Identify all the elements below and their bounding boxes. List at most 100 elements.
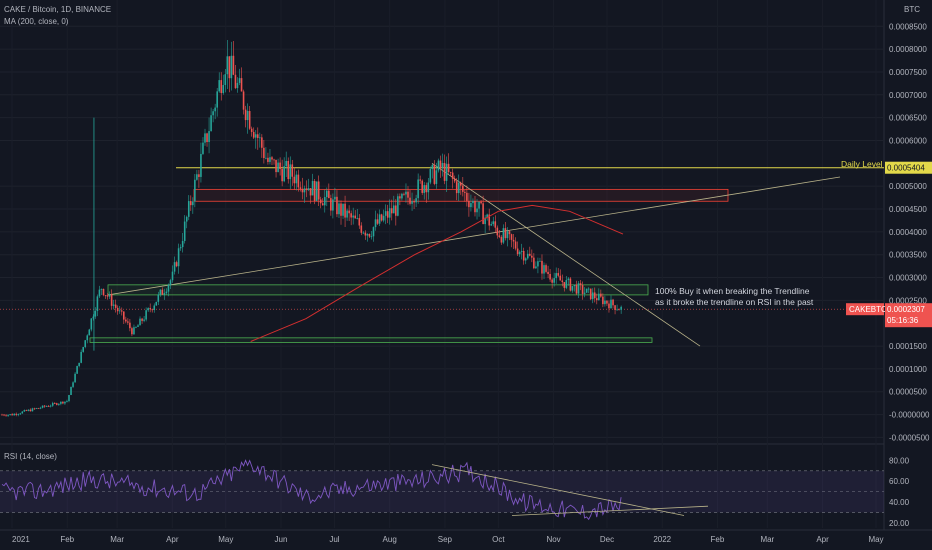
candle-body: [417, 179, 419, 199]
support-zone-lower: [89, 337, 653, 343]
candle-body: [187, 201, 190, 217]
candle-body: [403, 193, 405, 195]
candle-body: [443, 163, 446, 181]
candle-body: [384, 211, 387, 216]
candle-body: [29, 409, 32, 412]
candle-body: [7, 414, 9, 416]
price-tick-label: -0.0000000: [889, 411, 930, 420]
candle-body: [177, 248, 180, 267]
candle-body: [472, 200, 474, 204]
candle-body: [301, 188, 304, 193]
price-tick-label: 0.0005000: [889, 182, 927, 191]
last-price-tag: [885, 303, 932, 328]
time-tick-label: May: [868, 535, 883, 544]
rsi-axis[interactable]: 80.00 60.00 40.00 20.00: [889, 456, 910, 527]
candle-body: [504, 228, 507, 239]
ma-legend[interactable]: MA (200, close, 0): [4, 17, 69, 26]
candle-body: [157, 294, 160, 302]
candle-body: [74, 373, 76, 383]
candle-body: [583, 292, 586, 294]
candle-body: [80, 351, 82, 363]
candle-body: [273, 159, 275, 161]
time-tick-label: Nov: [546, 535, 560, 544]
candle-body: [236, 82, 239, 89]
candle-body: [488, 214, 490, 226]
candle-body: [183, 221, 186, 241]
candle-body: [476, 208, 478, 213]
candle-body: [587, 288, 590, 290]
candle-body: [409, 197, 411, 204]
candle-body: [547, 271, 549, 275]
candle-body: [161, 289, 164, 295]
candle-body: [415, 198, 417, 203]
last-price-value: 0.0002307: [887, 305, 925, 314]
candle-body: [510, 234, 513, 240]
candle-body: [60, 401, 62, 404]
candle-body: [405, 191, 407, 195]
price-tick-label: 0.0004000: [889, 228, 927, 237]
price-tick-label: 0.0006000: [889, 136, 927, 145]
candle-body: [319, 199, 322, 204]
candle-body: [200, 153, 202, 177]
candle-body: [390, 208, 393, 214]
drawing-objects: [0, 162, 884, 347]
price-axis[interactable]: 0.0008500 0.0008000 0.0007500 0.0007000 0.00…: [889, 22, 930, 442]
rsi-tick-label: 60.00: [889, 477, 910, 486]
candle-body: [433, 164, 436, 184]
candle-body: [342, 203, 344, 216]
candle-body: [411, 201, 413, 204]
candle-body: [496, 227, 499, 236]
candle-body: [303, 188, 306, 193]
candle-body: [271, 157, 273, 160]
candle-body: [226, 56, 229, 75]
candle-body: [317, 181, 320, 200]
candle-body: [305, 188, 308, 191]
candle-body: [397, 196, 399, 216]
price-tick-label: 0.0007000: [889, 91, 927, 100]
candle-body: [559, 275, 562, 281]
candle-body: [204, 133, 206, 143]
candle-body: [610, 299, 612, 309]
candle-body: [358, 218, 361, 226]
candle-body: [569, 278, 572, 291]
candle-body: [508, 231, 511, 235]
candle-body: [194, 179, 196, 202]
candle-body: [595, 298, 598, 301]
candle-body: [224, 74, 227, 86]
candle-body: [120, 310, 123, 312]
candle-body: [218, 80, 221, 92]
candle-body: [401, 193, 403, 199]
candle-body: [466, 192, 468, 201]
candle-body: [238, 78, 241, 83]
candle-body: [328, 190, 330, 199]
time-tick-label: May: [218, 535, 233, 544]
time-axis[interactable]: 2021 Feb Mar Apr May Jun Jul Aug Sep Oct Nov Dec 202…: [12, 535, 884, 544]
candle-body: [577, 283, 580, 294]
symbol-legend[interactable]: CAKE / Bitcoin, 1D, BINANCE: [4, 5, 112, 14]
rsi-line: [1, 459, 622, 521]
annotation: 100% Buy it when breaking the Trendline …: [655, 159, 883, 307]
candle-body: [33, 408, 36, 410]
rsi-legend[interactable]: RSI (14, close): [4, 452, 57, 461]
candle-body: [334, 196, 336, 200]
rsi-band: [0, 470, 884, 513]
price-descending-trendline: [431, 162, 701, 347]
candle-body: [492, 221, 495, 225]
time-tick-label: Apr: [816, 535, 829, 544]
candle-body: [480, 201, 482, 204]
candle-body: [98, 289, 101, 297]
time-tick-label: Mar: [760, 535, 774, 544]
rsi-line-group: [1, 459, 709, 521]
price-tick-label: 0.0008000: [889, 45, 927, 54]
candle-body: [275, 159, 277, 173]
candle-body: [468, 200, 470, 208]
candle-body: [336, 196, 338, 215]
candle-body: [565, 280, 568, 288]
candle-body: [196, 174, 198, 180]
candle-body: [116, 307, 119, 312]
candle-body: [486, 214, 488, 218]
candle-body: [45, 406, 48, 407]
candle-body: [360, 225, 363, 233]
candle-body: [189, 201, 192, 206]
